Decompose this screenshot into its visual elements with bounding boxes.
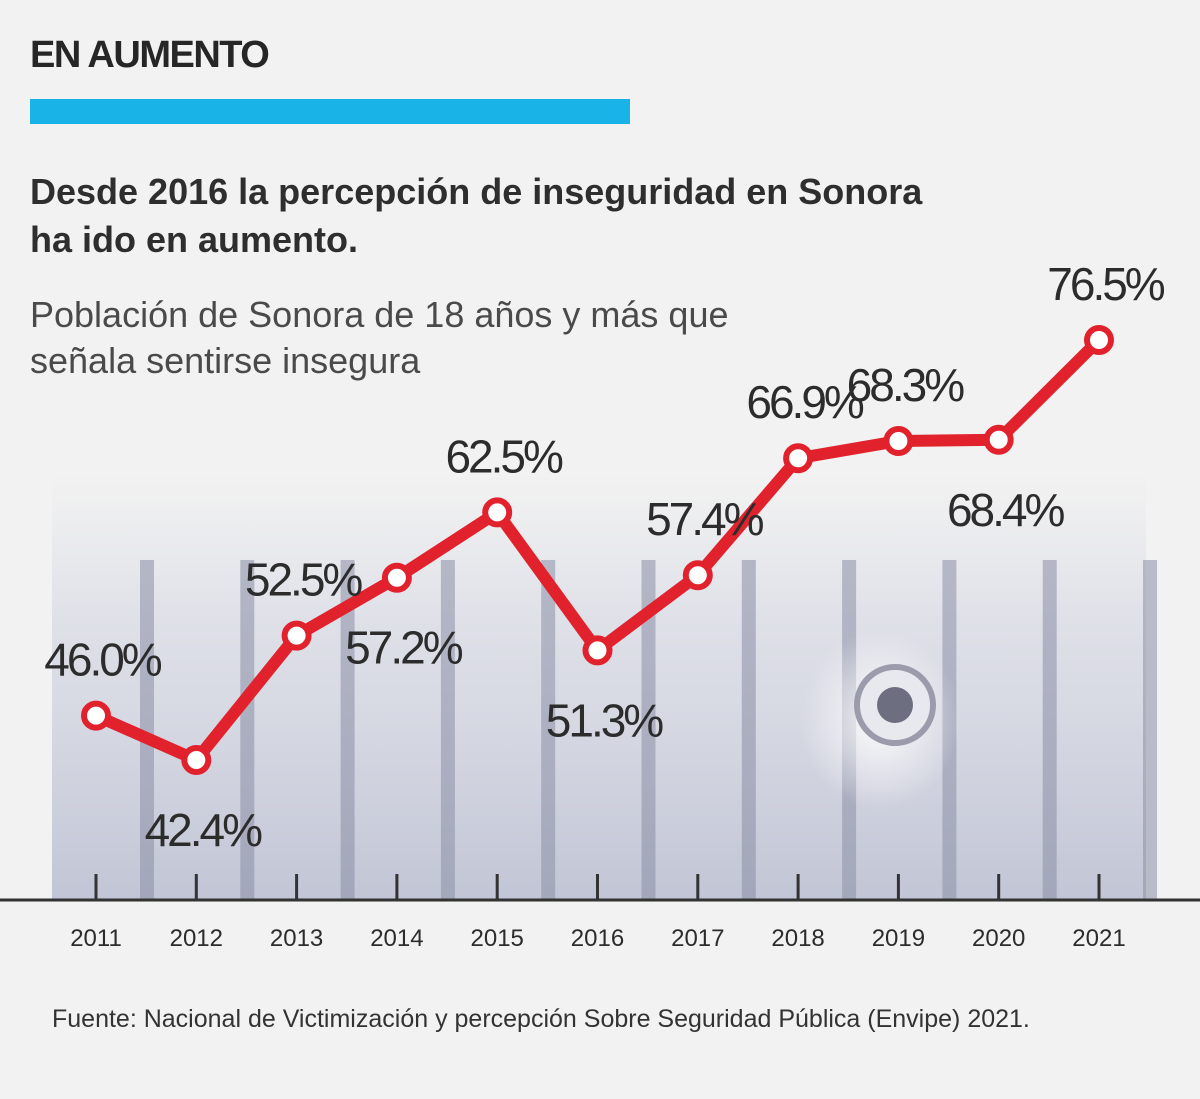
- data-label: 66.9%: [746, 376, 864, 428]
- background-stripe: [140, 560, 154, 900]
- data-point: [482, 497, 513, 528]
- data-point: [181, 745, 212, 775]
- data-label: 68.3%: [847, 359, 965, 411]
- data-label: 68.4%: [947, 484, 1065, 536]
- kicker-title: EN AUMENTO: [30, 34, 270, 76]
- x-tick-label: 2017: [671, 925, 724, 952]
- data-label: 76.5%: [1047, 258, 1165, 310]
- background-stripe: [641, 560, 656, 900]
- data-point: [682, 560, 713, 591]
- data-point: [81, 700, 111, 731]
- background-stripe: [240, 560, 255, 900]
- background-stripe: [340, 560, 355, 900]
- background-stripe: [1042, 560, 1057, 900]
- x-tick-label: 2018: [771, 925, 824, 952]
- headline: Desde 2016 la percepción de inseguridad …: [30, 171, 923, 260]
- data-point: [381, 562, 412, 593]
- data-point: [281, 620, 312, 651]
- data-point: [983, 424, 1014, 455]
- x-tick-label: 2015: [471, 925, 524, 952]
- background-stripe: [440, 560, 455, 900]
- chart-subtitle: Población de Sonora de 18 años y más que…: [30, 294, 729, 381]
- x-tick-label: 2014: [370, 925, 423, 952]
- x-tick-label: 2012: [170, 925, 223, 952]
- background-photo: [52, 470, 1157, 900]
- background-stripe: [541, 560, 556, 900]
- data-label: 46.0%: [44, 634, 162, 686]
- x-tick-label: 2011: [70, 925, 122, 952]
- data-point: [883, 425, 914, 456]
- accent-bar: [30, 99, 630, 124]
- data-label: 62.5%: [445, 430, 563, 482]
- background-stripe: [1143, 560, 1157, 900]
- data-label: 51.3%: [546, 694, 664, 746]
- background-stripe: [741, 560, 756, 900]
- data-point: [582, 635, 613, 666]
- data-label: 42.4%: [145, 804, 263, 856]
- data-label: 52.5%: [245, 554, 363, 606]
- data-point: [1084, 325, 1114, 355]
- data-point: [783, 443, 814, 474]
- x-tick-label: 2020: [972, 925, 1025, 952]
- x-tick-label: 2016: [571, 925, 624, 952]
- x-tick-label: 2019: [872, 925, 925, 952]
- data-label: 57.4%: [646, 493, 764, 545]
- source-note: Fuente: Nacional de Victimización y perc…: [52, 1005, 1030, 1033]
- x-tick-label: 2013: [270, 925, 323, 952]
- x-tick-label: 2021: [1072, 925, 1125, 952]
- data-label: 57.2%: [345, 622, 463, 674]
